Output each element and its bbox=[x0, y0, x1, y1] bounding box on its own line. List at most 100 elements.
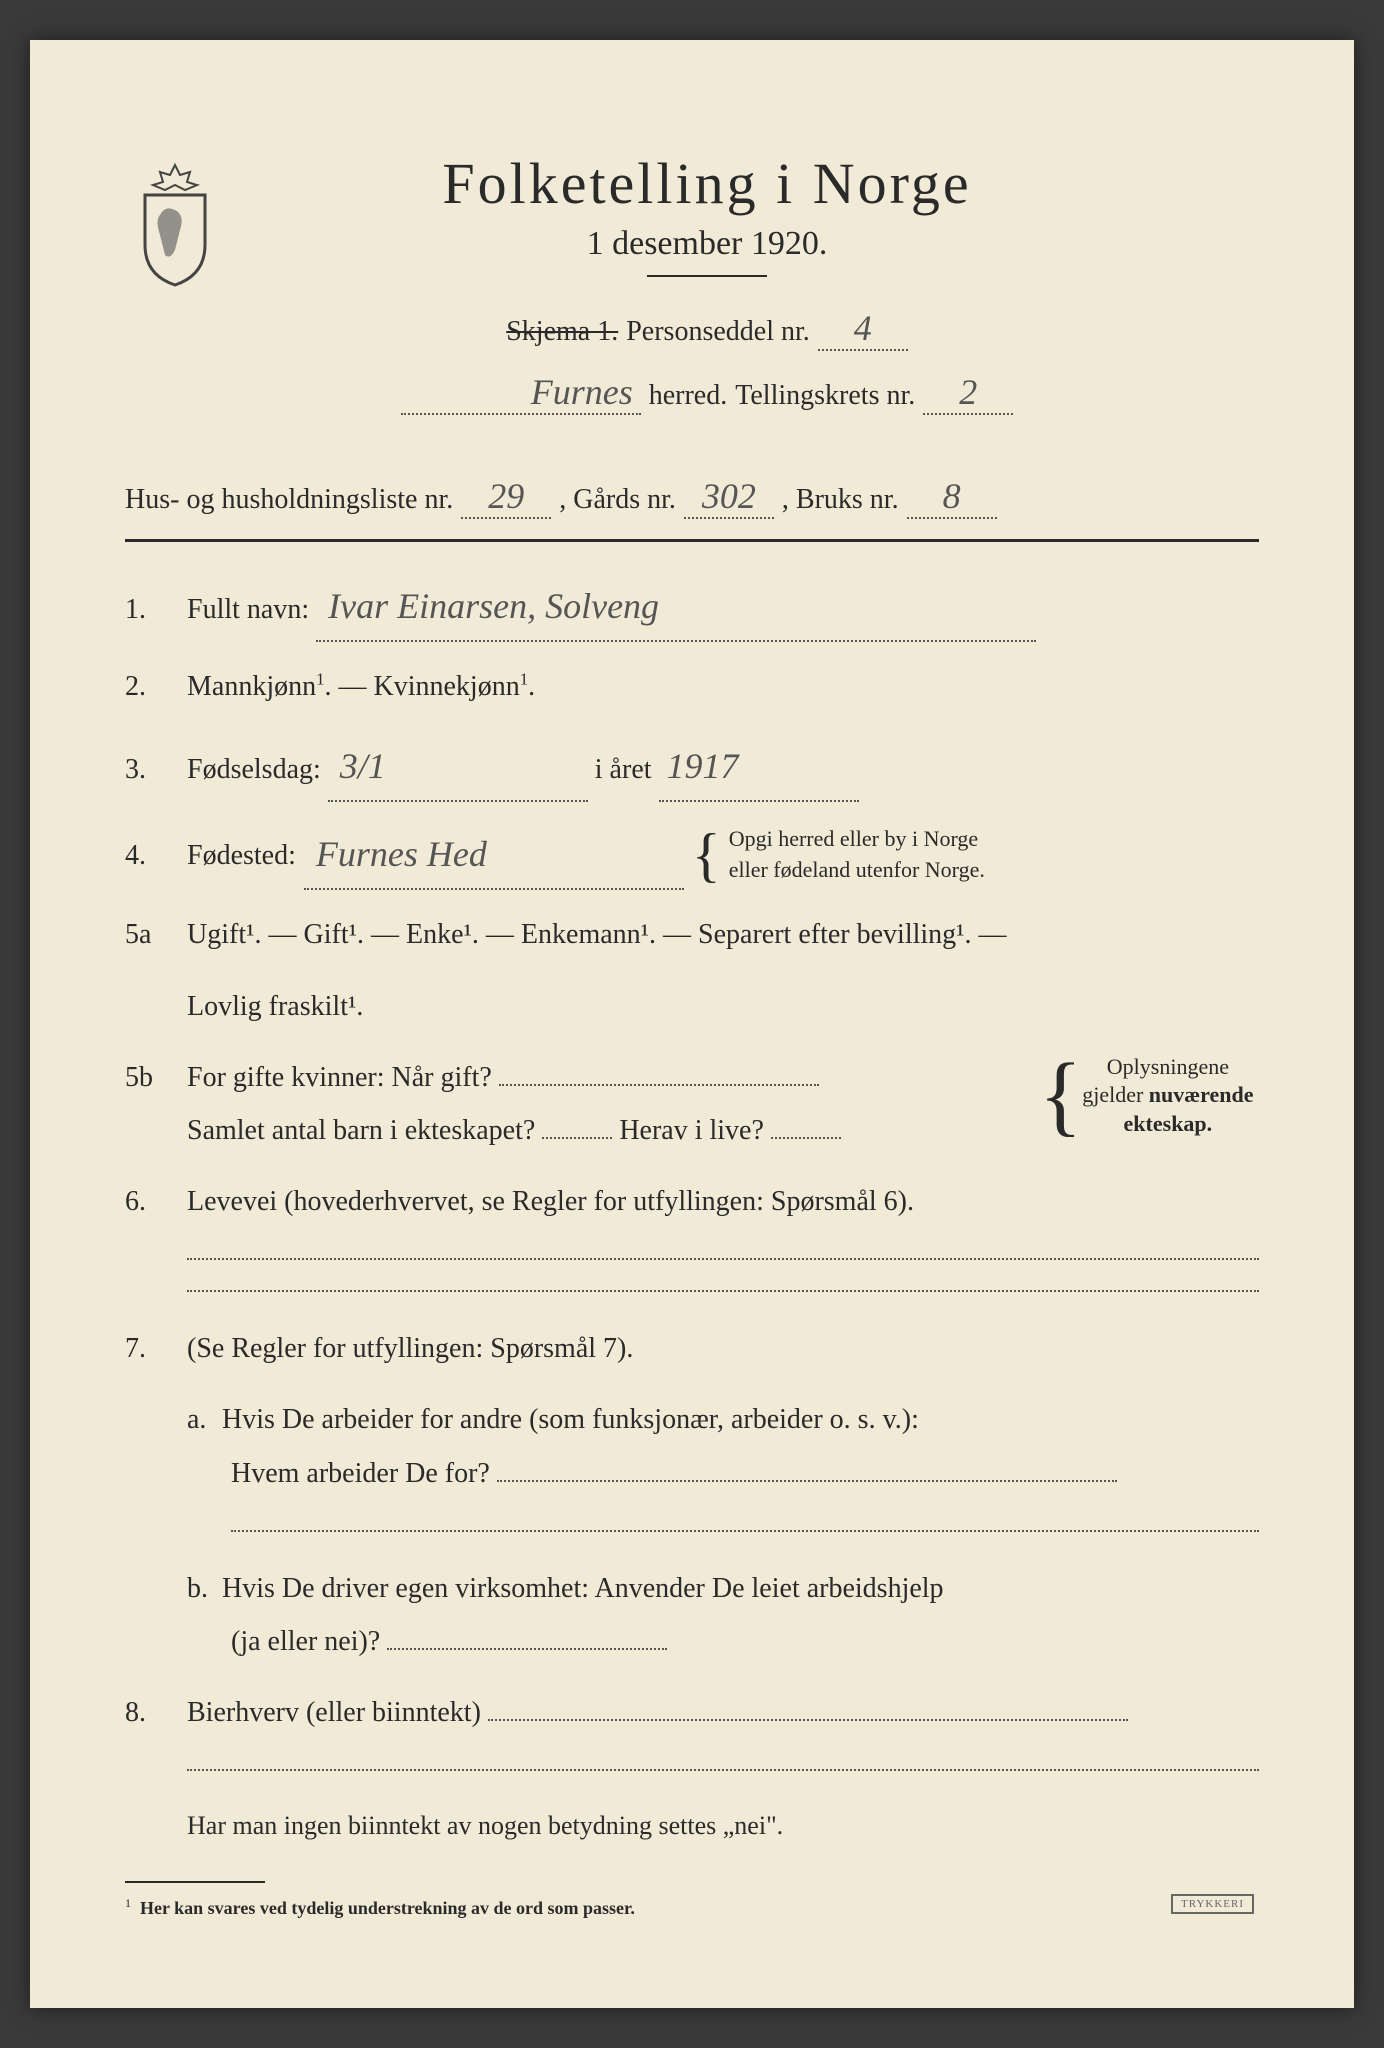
q7b-l2: (ja eller nei)? bbox=[231, 1626, 380, 1657]
q8-body: Bierhverv (eller biinntekt) bbox=[187, 1686, 1259, 1739]
q8-num: 8. bbox=[125, 1686, 173, 1739]
q7a: a. Hvis De arbeider for andre (som funks… bbox=[187, 1393, 1259, 1446]
q1-num: 1. bbox=[125, 583, 173, 636]
meta-row-2: Furnes herred. Tellingskrets nr. 2 bbox=[255, 371, 1159, 415]
coat-of-arms-icon bbox=[125, 160, 225, 290]
q7a-field bbox=[497, 1480, 1117, 1482]
brace-icon: { bbox=[1039, 1051, 1082, 1141]
q2-row: 2. Mannkjønn1. — Kvinnekjønn1. bbox=[125, 660, 1259, 713]
footer-note: Har man ingen biinntekt av nogen betydni… bbox=[187, 1801, 1259, 1850]
q3-year: 1917 bbox=[659, 732, 859, 802]
q4-note-l1: Opgi herred eller by i Norge bbox=[729, 826, 978, 851]
q4-num: 4. bbox=[125, 829, 173, 882]
q5b-l1-label: For gifte kvinner: Når gift? bbox=[187, 1062, 492, 1093]
q5b-note-l1: Oplysningene bbox=[1107, 1054, 1229, 1079]
q4-note: Opgi herred eller by i Norge eller fødel… bbox=[729, 824, 985, 886]
q5b-note-text: Oplysningene gjelder nuværende ekteskap. bbox=[1082, 1053, 1253, 1139]
q8-field bbox=[488, 1719, 1128, 1721]
questions: 1. Fullt navn: Ivar Einarsen, Solveng 2.… bbox=[125, 572, 1259, 1925]
husliste-value: 29 bbox=[461, 475, 551, 519]
q5a-line2: Lovlig fraskilt¹. bbox=[187, 980, 1259, 1033]
footnote-sup: 1 bbox=[125, 1896, 131, 1910]
q8-line2 bbox=[187, 1769, 1259, 1771]
q7b-line2: (ja eller nei)? bbox=[187, 1615, 1259, 1668]
q2-dot1: . bbox=[325, 671, 332, 702]
herred-value: Furnes bbox=[401, 371, 641, 415]
q5b-l2a: Samlet antal barn i ekteskapet? bbox=[187, 1115, 535, 1146]
q5b-note-l3: ekteskap. bbox=[1124, 1111, 1213, 1136]
q3-body: Fødselsdag: 3/1 i året 1917 bbox=[187, 732, 1259, 802]
brace-icon: { bbox=[692, 825, 721, 885]
q7-row: 7. (Se Regler for utfyllingen: Spørsmål … bbox=[125, 1322, 1259, 1375]
q4-note-l2: eller fødeland utenfor Norge. bbox=[729, 857, 985, 882]
q5a-text: Ugift¹. — Gift¹. — Enke¹. — Enkemann¹. —… bbox=[187, 919, 1007, 950]
header: Folketelling i Norge 1 desember 1920. Sk… bbox=[125, 150, 1259, 435]
q5b-num: 5b bbox=[125, 1051, 173, 1104]
q6-row: 6. Levevei (hovederhvervet, se Regler fo… bbox=[125, 1175, 1259, 1228]
tellingskrets-value: 2 bbox=[923, 371, 1013, 415]
q1-body: Fullt navn: Ivar Einarsen, Solveng bbox=[187, 572, 1259, 642]
q5a-body: Ugift¹. — Gift¹. — Enke¹. — Enkemann¹. —… bbox=[187, 908, 1259, 961]
q5b-l2b: Herav i live? bbox=[619, 1115, 764, 1146]
q4-body: Fødested: Furnes Hed { Opgi herred eller… bbox=[187, 820, 1259, 890]
q5b-body: { Oplysningene gjelder nuværende ekteska… bbox=[187, 1051, 1259, 1157]
q2-sup2: 1 bbox=[520, 670, 528, 689]
main-title: Folketelling i Norge bbox=[255, 150, 1159, 217]
form-meta: Skjema 1. Personseddel nr. 4 Furnes herr… bbox=[255, 307, 1159, 415]
q8-label: Bierhverv (eller biinntekt) bbox=[187, 1697, 481, 1728]
subtitle: 1 desember 1920. bbox=[255, 225, 1159, 263]
q4-label: Fødested: bbox=[187, 829, 296, 882]
skjema-label: Skjema 1. bbox=[506, 316, 618, 348]
q3-num: 3. bbox=[125, 743, 173, 796]
q5b-note: { Oplysningene gjelder nuværende ekteska… bbox=[1039, 1051, 1259, 1141]
husliste-label: Hus- og husholdningsliste nr. bbox=[125, 484, 453, 516]
q2-dash: — bbox=[339, 671, 374, 702]
footnote-divider bbox=[125, 1881, 265, 1883]
gards-value: 302 bbox=[684, 475, 774, 519]
q7b-l1: Hvis De driver egen virksomhet: Anvender… bbox=[222, 1573, 944, 1604]
q5b-l2a-field bbox=[542, 1137, 612, 1139]
tellingskrets-label: Tellingskrets nr. bbox=[735, 380, 915, 412]
q6-line2 bbox=[187, 1290, 1259, 1292]
q7-body: (Se Regler for utfyllingen: Spørsmål 7). bbox=[187, 1322, 1259, 1375]
gards-label: , Gårds nr. bbox=[559, 484, 676, 516]
main-divider bbox=[125, 539, 1259, 542]
q7b-field bbox=[387, 1648, 667, 1650]
q6-line1 bbox=[187, 1258, 1259, 1260]
q7a-letter: a. bbox=[187, 1393, 215, 1446]
q7-num: 7. bbox=[125, 1322, 173, 1375]
q7a-l2: Hvem arbeider De for? bbox=[231, 1458, 490, 1489]
q7a-line2: Hvem arbeider De for? bbox=[187, 1447, 1259, 1500]
q4-value: Furnes Hed bbox=[304, 820, 684, 890]
q8-row: 8. Bierhverv (eller biinntekt) bbox=[125, 1686, 1259, 1739]
q1-label: Fullt navn: bbox=[187, 594, 309, 625]
q3-row: 3. Fødselsdag: 3/1 i året 1917 bbox=[125, 732, 1259, 802]
q2-k: Kvinnekjønn bbox=[374, 671, 520, 702]
footnote-text: Her kan svares ved tydelig understreknin… bbox=[140, 1898, 635, 1918]
q2-m: Mannkjønn bbox=[187, 671, 316, 702]
q3-label: Fødselsdag: bbox=[187, 754, 321, 785]
q5a-num: 5a bbox=[125, 908, 173, 961]
personseddel-value: 4 bbox=[818, 307, 908, 351]
q1-row: 1. Fullt navn: Ivar Einarsen, Solveng bbox=[125, 572, 1259, 642]
q5a-row: 5a Ugift¹. — Gift¹. — Enke¹. — Enkemann¹… bbox=[125, 908, 1259, 961]
q7b-letter: b. bbox=[187, 1562, 215, 1615]
bruks-value: 8 bbox=[907, 475, 997, 519]
q6-body: Levevei (hovederhvervet, se Regler for u… bbox=[187, 1175, 1259, 1228]
footnote: 1 Her kan svares ved tydelig understrekn… bbox=[125, 1891, 1259, 1925]
q5b-row: 5b { Oplysningene gjelder nuværende ekte… bbox=[125, 1051, 1259, 1157]
q4-row: 4. Fødested: Furnes Hed { Opgi herred el… bbox=[125, 820, 1259, 890]
crest-svg bbox=[125, 160, 225, 290]
q5b-l1-field bbox=[499, 1084, 819, 1086]
q2-sup1: 1 bbox=[316, 670, 324, 689]
q1-value: Ivar Einarsen, Solveng bbox=[316, 572, 1036, 642]
meta-row-3: Hus- og husholdningsliste nr. 29 , Gårds… bbox=[125, 475, 1259, 519]
census-form-page: Folketelling i Norge 1 desember 1920. Sk… bbox=[30, 40, 1354, 2008]
printer-stamp: TRYKKERI bbox=[1171, 1894, 1254, 1914]
title-block: Folketelling i Norge 1 desember 1920. Sk… bbox=[255, 150, 1259, 435]
q2-dot2: . bbox=[528, 671, 535, 702]
herred-label: herred. bbox=[649, 380, 728, 412]
q3-year-label: i året bbox=[595, 754, 652, 785]
title-divider bbox=[647, 275, 767, 277]
q3-day: 3/1 bbox=[328, 732, 588, 802]
